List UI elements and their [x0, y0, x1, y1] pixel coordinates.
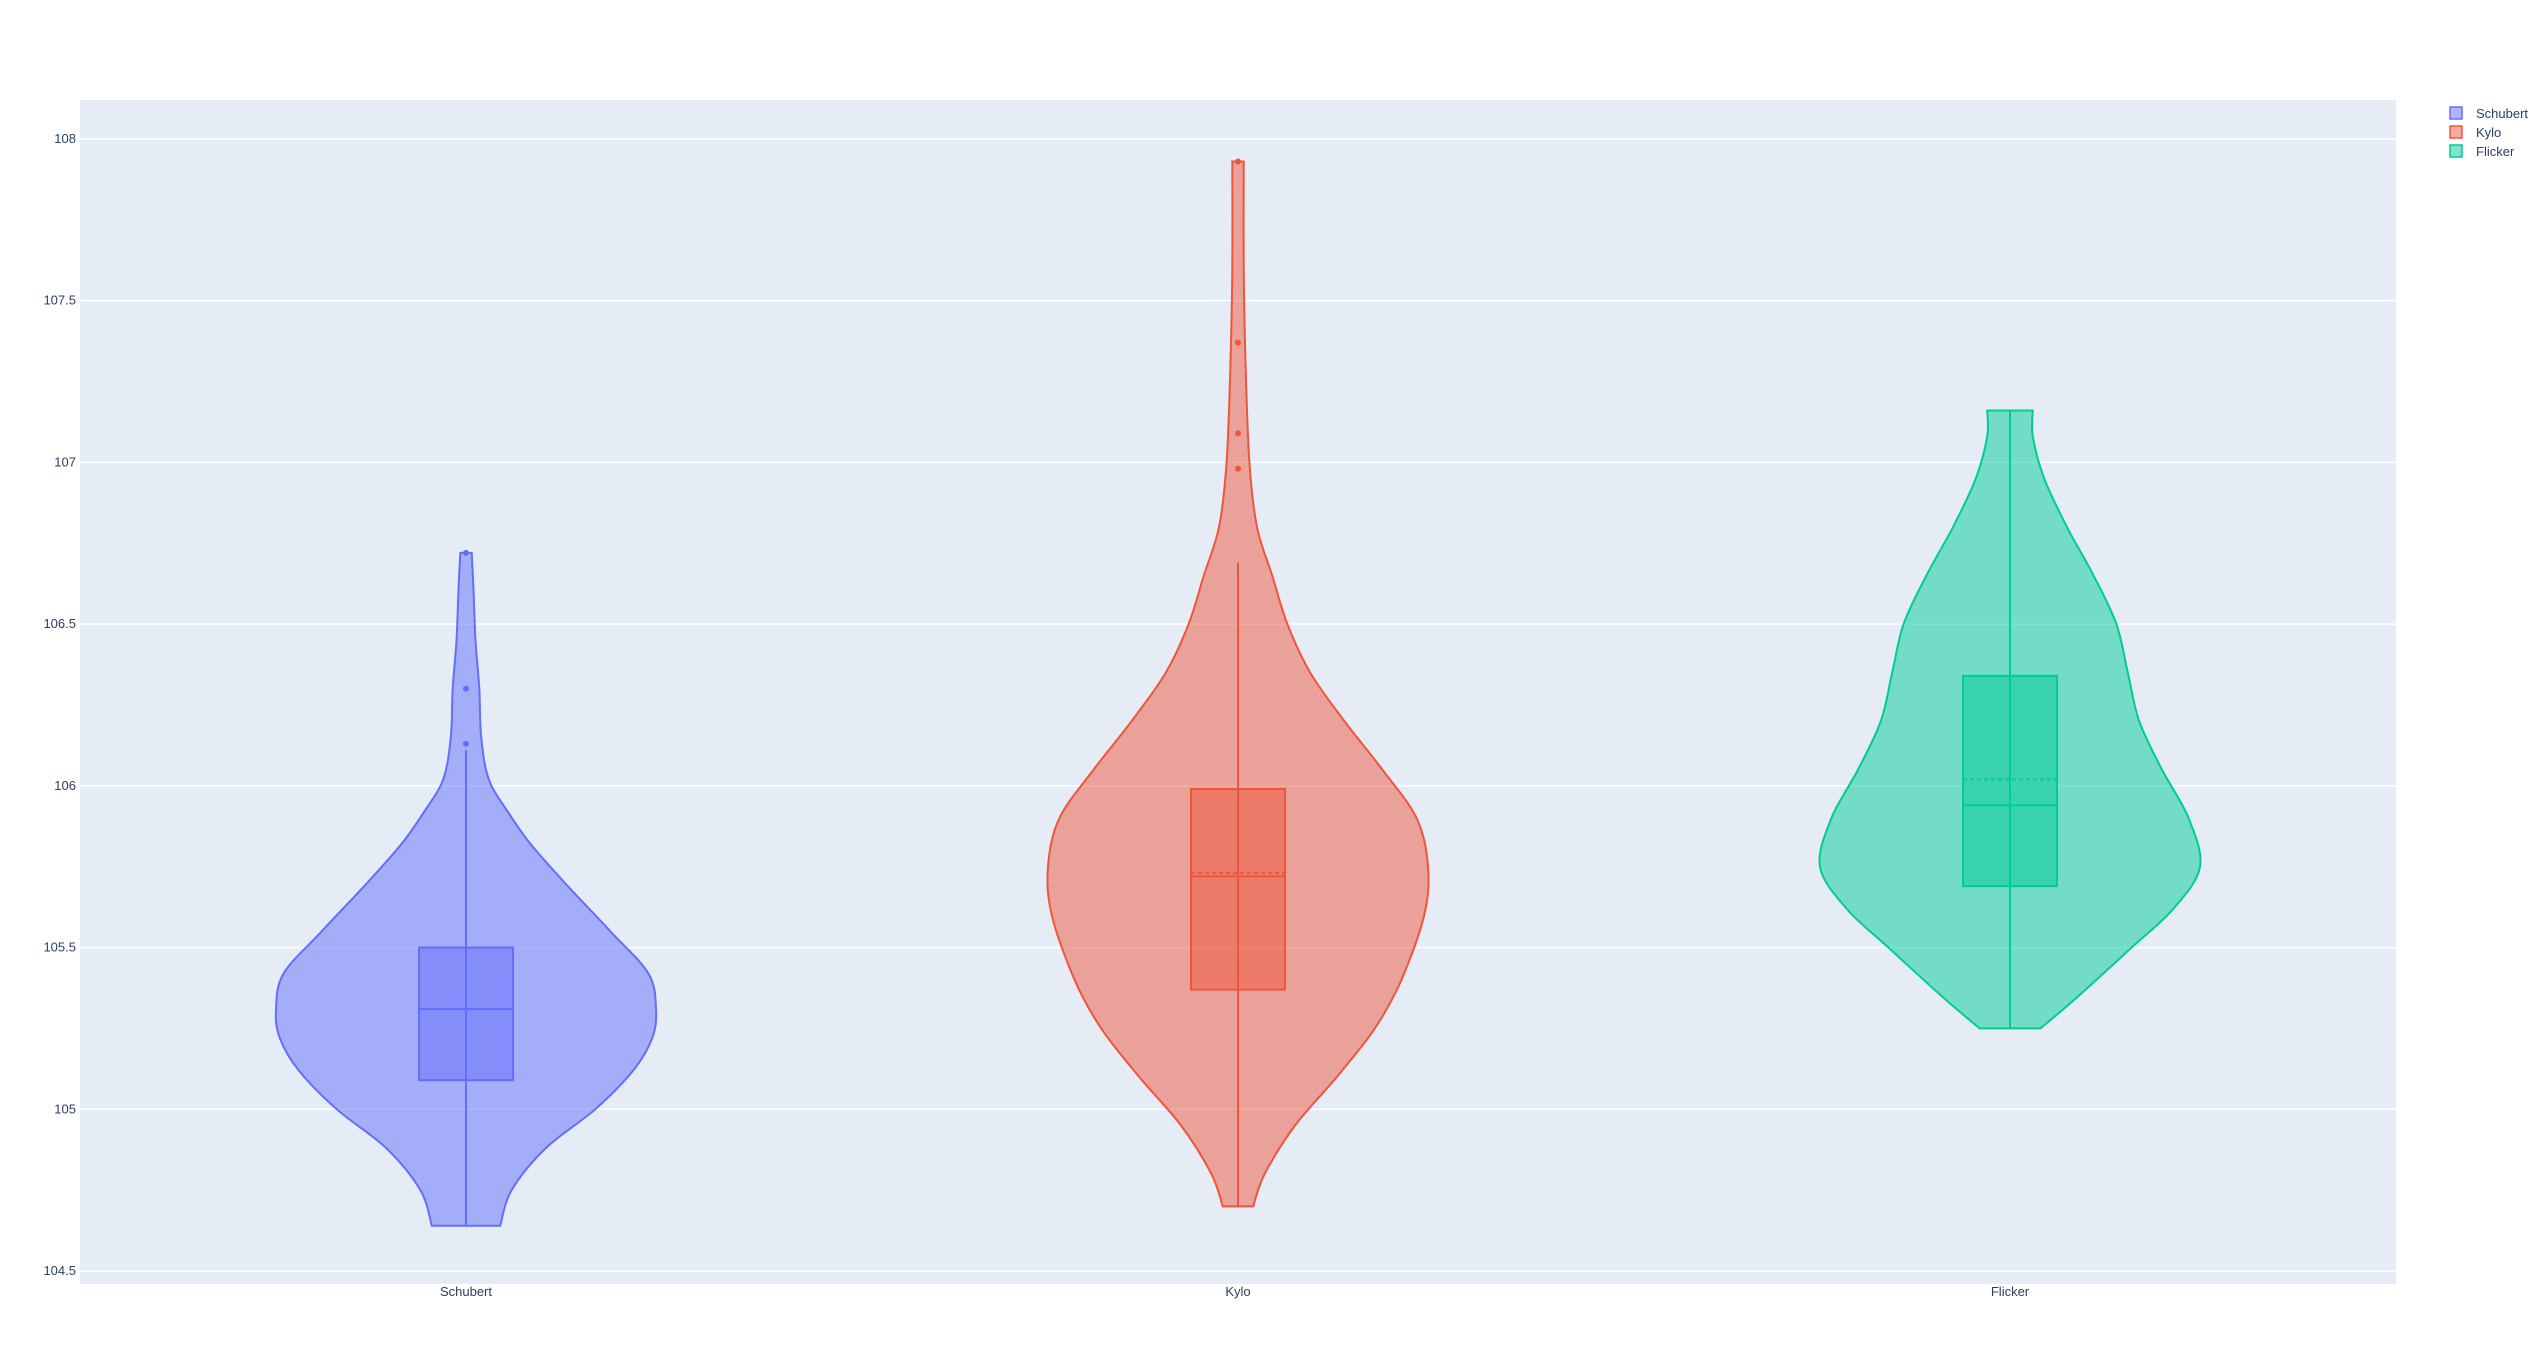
y-tick-label: 105 [54, 1101, 76, 1116]
y-tick-label: 104.5 [43, 1263, 76, 1278]
y-tick-label: 108 [54, 131, 76, 146]
violin-kylo [1046, 158, 1430, 1208]
violins [274, 158, 2202, 1227]
outlier-point [1235, 465, 1241, 472]
y-tick-label: 106 [54, 778, 76, 793]
x-axis-ticks: Schubert Kylo Flicker [440, 1284, 2030, 1299]
legend-swatch [2449, 106, 2463, 120]
outlier-point [463, 685, 469, 692]
y-tick-label: 106.5 [43, 616, 76, 631]
y-tick-label: 105.5 [43, 940, 76, 955]
legend-item-kylo[interactable]: Kylo [2449, 125, 2501, 140]
violin-flicker [1818, 409, 2202, 1030]
legend-label: Kylo [2476, 125, 2501, 140]
y-axis-ticks: 104.5 105 105.5 106 106.5 107 107.5 108 [43, 131, 76, 1278]
box [1962, 674, 2058, 888]
legend-label: Schubert [2476, 106, 2528, 121]
legend: Schubert Kylo Flicker [2449, 106, 2528, 159]
x-tick-label: Schubert [440, 1284, 492, 1299]
violin-schubert [274, 549, 658, 1227]
outlier-point [1235, 158, 1241, 165]
outlier-point [463, 740, 469, 747]
y-tick-label: 107 [54, 454, 76, 469]
y-tick-label: 107.5 [43, 293, 76, 308]
x-tick-label: Kylo [1225, 1284, 1250, 1299]
legend-label: Flicker [2476, 144, 2515, 159]
legend-item-schubert[interactable]: Schubert [2449, 106, 2528, 121]
outlier-point [1235, 430, 1241, 437]
outlier-point [1235, 339, 1241, 346]
legend-swatch [2449, 144, 2463, 158]
legend-item-flicker[interactable]: Flicker [2449, 144, 2515, 159]
box [1190, 788, 1286, 991]
x-tick-label: Flicker [1991, 1284, 2030, 1299]
legend-swatch [2449, 125, 2463, 139]
box [418, 946, 514, 1082]
outlier-point [463, 549, 469, 556]
